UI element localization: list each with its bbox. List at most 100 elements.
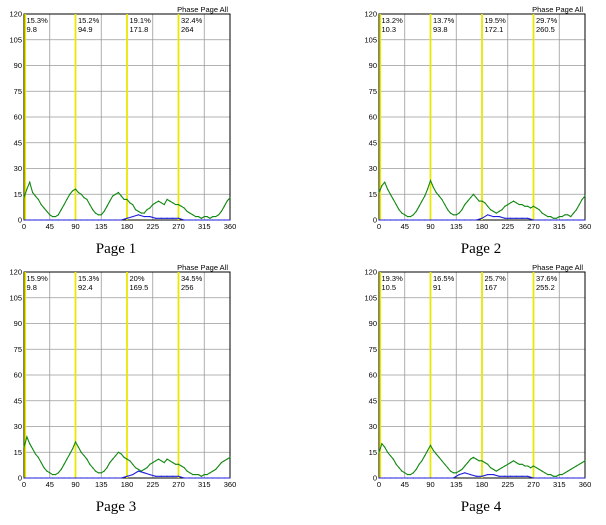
x-tick-label: 135 [95,480,108,489]
blue-series-point [143,215,145,218]
blue-series-point [195,219,197,221]
blue-series-point [143,472,145,474]
green-series-point [229,456,231,458]
green-series-point [123,456,125,458]
blue-series-point [475,475,477,477]
y-tick-label: 30 [369,422,377,431]
green-series-point [581,461,583,464]
green-series-point [441,198,443,200]
green-series-point [515,202,517,204]
green-series-point [538,468,540,471]
green-series-point [495,212,497,214]
blue-series-point [126,475,128,477]
green-series-point [52,473,54,476]
green-series-point [512,200,515,202]
y-tick-label: 120 [9,268,22,277]
green-series-point [80,193,82,195]
chart-svg: 13.2%10.3 13.7%93.8 19.5%172.1 29.7%260.5 Ph… [364,5,591,231]
green-series-point [74,441,77,443]
y-tick-label: 0 [373,216,377,225]
green-series-point [177,203,180,206]
green-series-point [66,458,68,460]
green-series-point [97,214,99,216]
blue-series-point [418,219,420,221]
y-tick-label: 15 [369,190,377,199]
green-series-point [23,446,25,448]
blue-series-point [515,217,517,219]
blue-series-point [515,475,517,477]
blue-series-point [57,477,59,479]
blue-series-point [200,219,202,221]
chart-page-2: 13.2% 10.3 13.7% 93.8 19.5% 172.1 29.7% 260.5 Ph… [363,5,603,246]
blue-series-point [572,477,575,479]
green-series-point [69,193,71,195]
blue-series-point [189,477,191,479]
green-series-point [126,198,128,200]
green-series-point [452,214,454,216]
green-series-point [92,467,94,469]
blue-series-point [74,477,77,479]
green-series-point [435,453,437,455]
x-tick-label: 90 [426,480,434,489]
blue-series-point [561,219,563,221]
green-series-point [192,214,194,216]
blue-series-point [521,217,523,219]
marker-percent-label: 15.9% [27,274,49,283]
green-series-point [532,465,535,467]
blue-series-point [407,477,409,479]
x-tick-label: 90 [71,480,79,489]
x-tick-label: 90 [426,222,434,231]
marker-percent-label: 19.5% [485,16,507,25]
green-series-point [475,197,477,199]
green-series-point [527,465,529,467]
blue-series-point [561,477,563,479]
y-tick-label: 120 [9,10,22,19]
green-series-point [484,202,486,204]
blue-series-point [555,477,557,479]
blue-series-point [74,219,77,221]
blue-series-point [475,219,477,221]
green-series-point [72,448,74,450]
y-tick-label: 60 [369,371,377,380]
green-series-point [550,215,552,218]
blue-series-point [34,477,37,479]
green-series-point [203,473,205,476]
blue-series-point [487,473,489,476]
green-series-point [435,191,437,194]
green-series-point [189,472,191,474]
green-series-point [381,185,383,187]
blue-series-point [458,219,460,221]
blue-series-point [132,215,134,218]
green-series-point [478,460,480,462]
green-series-point [26,188,28,190]
blue-series-point [217,477,220,479]
marker-value-label: 260.5 [536,25,555,34]
green-series-point [424,195,426,197]
chart-svg: 19.3%10.5 16.5%91 25.7%167 37.6%255.2 Phase … [364,263,592,489]
green-series-point [92,209,94,211]
green-series-point [481,460,483,462]
green-series-point [492,210,495,213]
x-tick-label: 360 [579,480,592,489]
green-series-point [386,451,389,453]
green-series-point [412,472,414,474]
marker-value-label: 167 [485,283,498,292]
blue-series-point [452,219,454,221]
marker-percent-label: 19.3% [382,274,404,283]
green-series-point [404,472,406,474]
green-series-point [455,472,457,474]
blue-series-point [126,217,128,219]
x-tick-label: 315 [198,480,211,489]
blue-series-point [166,217,168,219]
green-series-point [575,465,578,467]
y-tick-label: 120 [364,268,377,277]
green-series-point [458,212,460,214]
green-series-point [200,217,202,219]
green-series-point [220,461,223,464]
y-tick-label: 90 [369,319,377,328]
y-tick-label: 75 [369,345,377,354]
green-series-point [447,467,449,469]
x-tick-label: 180 [476,222,489,231]
blue-series-point [578,477,580,479]
y-tick-label: 45 [14,396,22,405]
